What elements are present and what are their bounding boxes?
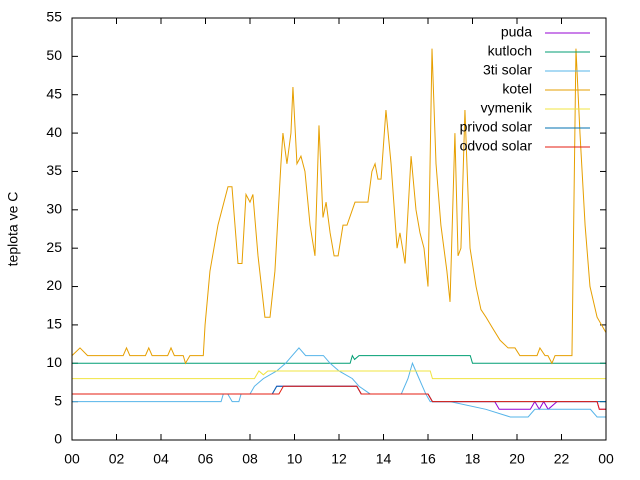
legend-label: privod solar <box>460 119 533 135</box>
y-tick-label: 25 <box>46 239 62 255</box>
x-tick-label: 12 <box>331 451 347 467</box>
x-tick-label: 06 <box>198 451 214 467</box>
x-tick-label: 20 <box>509 451 525 467</box>
x-tick-label: 18 <box>465 451 481 467</box>
legend-label: vymenik <box>481 100 533 116</box>
y-tick-label: 10 <box>46 354 62 370</box>
x-tick-label: 08 <box>242 451 258 467</box>
x-tick-label: 04 <box>153 451 169 467</box>
legend-label: kotel <box>502 81 532 97</box>
series-line <box>72 354 606 364</box>
x-tick-label: 02 <box>109 451 125 467</box>
x-tick-label: 00 <box>598 451 614 467</box>
x-tick-label: 16 <box>420 451 436 467</box>
legend-label: 3ti solar <box>483 62 532 78</box>
y-tick-label: 40 <box>46 124 62 140</box>
y-tick-label: 30 <box>46 201 62 217</box>
series-line <box>71 48 607 365</box>
y-tick-label: 50 <box>46 47 62 63</box>
series-line <box>72 385 606 410</box>
legend-label: odvod solar <box>460 138 533 154</box>
x-tick-label: 10 <box>287 451 303 467</box>
x-tick-label: 22 <box>554 451 570 467</box>
legend-label: puda <box>501 24 532 40</box>
y-axis-label: teplota ve C <box>5 192 21 267</box>
y-tick-label: 55 <box>46 9 62 25</box>
y-tick-label: 5 <box>54 392 62 408</box>
legend-label: kutloch <box>488 43 532 59</box>
y-tick-label: 0 <box>54 431 62 447</box>
y-tick-label: 20 <box>46 277 62 293</box>
series-line <box>72 370 606 380</box>
y-tick-label: 35 <box>46 162 62 178</box>
x-tick-label: 14 <box>376 451 392 467</box>
y-tick-label: 15 <box>46 316 62 332</box>
plot-border <box>71 17 607 441</box>
y-tick-label: 45 <box>46 85 62 101</box>
x-tick-label: 00 <box>64 451 80 467</box>
